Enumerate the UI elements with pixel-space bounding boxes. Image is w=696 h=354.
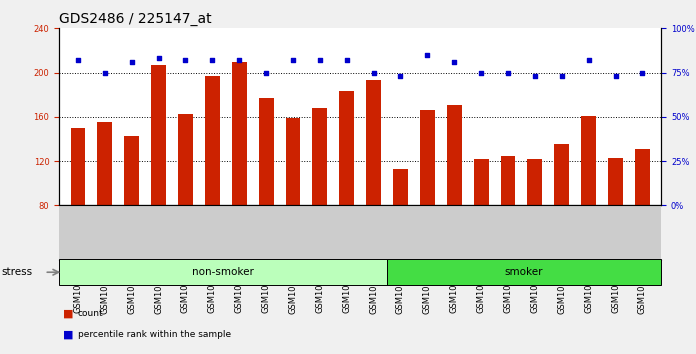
Point [475,70,487,75]
Bar [555,144,569,205]
Point [207,57,218,63]
Bar [608,158,623,205]
Bar [59,259,387,285]
Text: stress: stress [1,267,33,277]
Bar [232,62,246,205]
Text: smoker: smoker [505,267,544,277]
Point [556,73,567,79]
Point [126,59,137,65]
Bar [151,65,166,205]
Bar [205,76,220,205]
Bar [178,114,193,205]
Bar [313,108,327,205]
Point [315,57,326,63]
Bar [635,149,650,205]
Text: ■: ■ [63,330,73,339]
Bar [393,169,408,205]
Point [395,73,406,79]
Point [422,52,433,58]
Bar [581,116,596,205]
Text: ■: ■ [63,308,73,318]
Point [530,73,541,79]
Point [180,57,191,63]
Bar [285,118,301,205]
Point [368,70,379,75]
Point [260,70,271,75]
Bar [97,122,112,205]
Bar [500,155,516,205]
Point [100,70,111,75]
Text: count: count [78,309,104,318]
Point [287,57,299,63]
Bar [420,110,435,205]
Bar [340,91,354,205]
Bar [366,80,381,205]
Point [234,57,245,63]
Point [503,70,514,75]
Text: percentile rank within the sample: percentile rank within the sample [78,330,231,339]
Bar [259,98,274,205]
Point [341,57,352,63]
Bar [125,136,139,205]
Bar [474,159,489,205]
Point [153,56,164,61]
Text: GDS2486 / 225147_at: GDS2486 / 225147_at [59,12,212,27]
Point [449,59,460,65]
Point [610,73,621,79]
Point [637,70,648,75]
Point [583,57,594,63]
Bar [387,259,661,285]
Bar [447,105,461,205]
Point [72,57,84,63]
Bar [528,159,542,205]
Text: non-smoker: non-smoker [192,267,254,277]
Bar [70,128,86,205]
